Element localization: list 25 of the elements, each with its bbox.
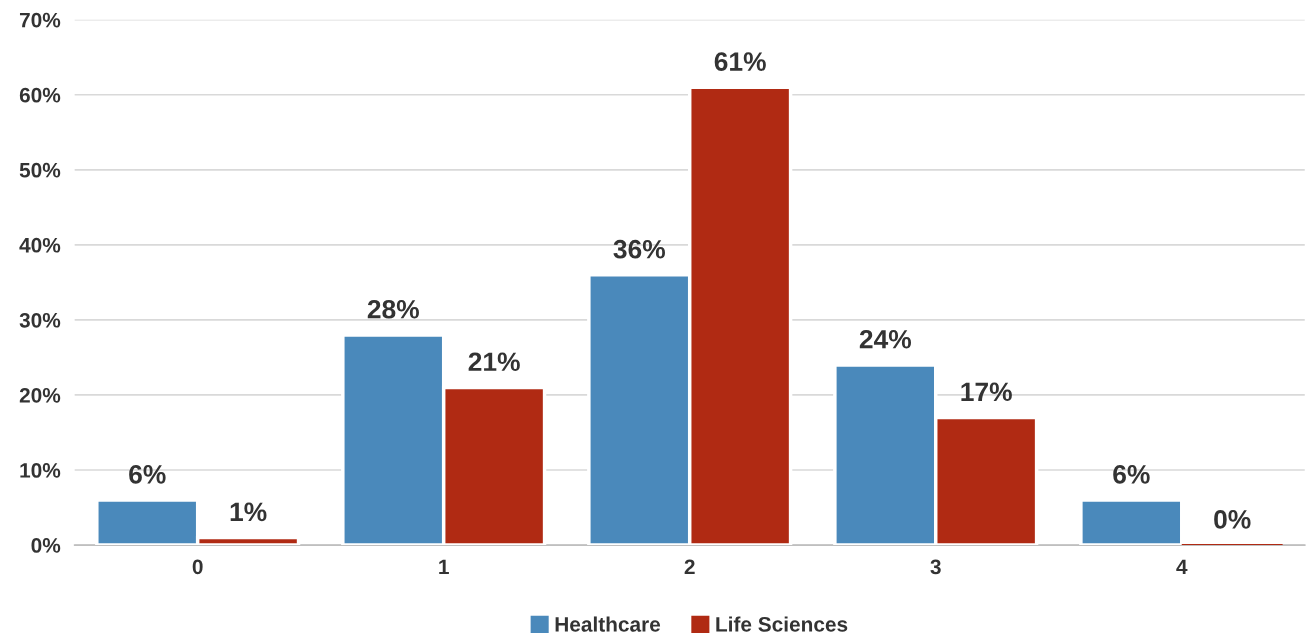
data-label: 28%	[367, 299, 419, 319]
x-tick-label: 2	[684, 559, 695, 575]
data-label: 17%	[961, 382, 1012, 402]
y-tick-label: 70%	[19, 12, 61, 28]
data-label: 24%	[859, 329, 912, 349]
data-label: 6%	[129, 465, 166, 484]
y-tick-label: 20%	[19, 387, 61, 403]
x-tick-label: 3	[930, 559, 941, 575]
y-tick-label: 50%	[19, 162, 61, 178]
data-label: 36%	[613, 239, 665, 259]
y-tick-label: 10%	[20, 463, 61, 478]
x-tick-label: 1	[439, 559, 449, 575]
data-label: 6%	[1113, 465, 1150, 484]
data-label: 1%	[230, 502, 267, 522]
data-label: 21%	[468, 352, 520, 372]
y-tick-label: 30%	[19, 312, 61, 328]
y-tick-label: 0%	[31, 538, 61, 553]
data-label: 61%	[714, 52, 766, 71]
data-label: 0%	[1214, 510, 1251, 529]
y-tick-label: 60%	[19, 87, 61, 103]
legend-label: Healthcare	[555, 616, 661, 632]
x-tick-label: 4	[1176, 559, 1188, 575]
legend-label: Life Sciences	[716, 616, 848, 632]
y-tick-label: 40%	[19, 237, 61, 253]
x-tick-label: 0	[192, 559, 203, 575]
